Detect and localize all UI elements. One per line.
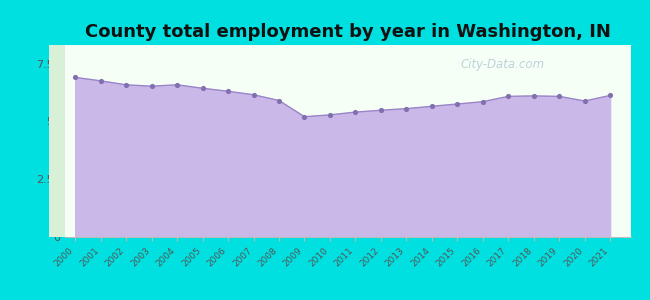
Point — [248, 92, 259, 97]
Point — [478, 99, 488, 104]
Point — [172, 82, 182, 87]
Point — [325, 112, 335, 117]
Point — [554, 94, 564, 99]
Point — [605, 93, 616, 98]
Point — [96, 79, 106, 83]
Point — [70, 75, 81, 80]
Point — [528, 94, 539, 98]
Point — [452, 102, 463, 106]
Point — [198, 86, 208, 91]
Point — [401, 106, 411, 111]
Title: County total employment by year in Washington, IN: County total employment by year in Washi… — [84, 23, 611, 41]
Point — [146, 84, 157, 88]
Text: City-Data.com: City-Data.com — [461, 58, 545, 71]
Point — [299, 114, 309, 119]
Point — [503, 94, 514, 99]
Point — [426, 104, 437, 109]
Point — [350, 110, 361, 115]
Point — [376, 108, 386, 112]
Point — [579, 99, 590, 103]
Point — [274, 98, 284, 103]
Point — [121, 82, 131, 87]
Point — [223, 89, 233, 94]
